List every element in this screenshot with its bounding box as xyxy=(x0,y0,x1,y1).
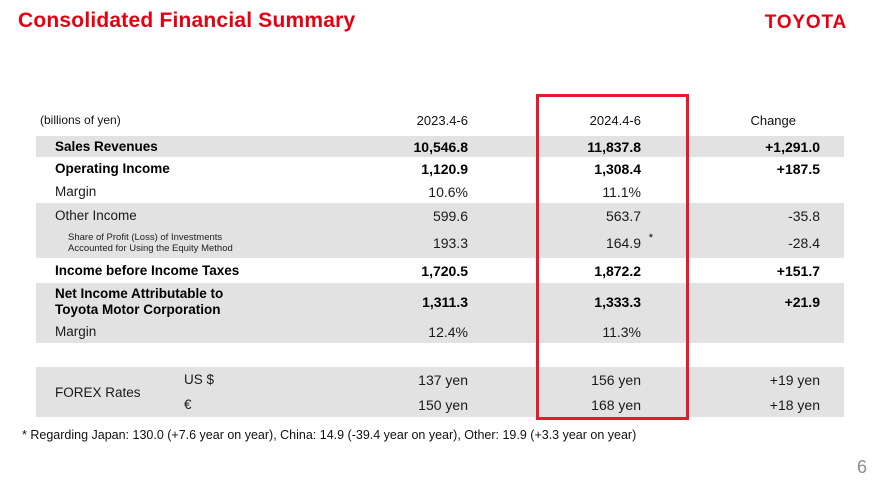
table-row-forex-usd: US $ 137 yen 156 yen +19 yen xyxy=(36,367,844,392)
row-label-line2: Toyota Motor Corporation xyxy=(55,301,221,317)
footnote-text: * Regarding Japan: 130.0 (+7.6 year on y… xyxy=(22,428,637,442)
cell-2024: 1,872.2 xyxy=(594,262,641,279)
cell-2024-value: 164.9 xyxy=(605,235,641,251)
forex-rates-block: FOREX Rates US $ 137 yen 156 yen +19 yen… xyxy=(36,367,844,417)
row-label: Income before Income Taxes xyxy=(55,263,240,278)
table-row-other-income: Other Income 599.6 563.7 -35.8 xyxy=(36,203,844,228)
cell-2024: 563.7 xyxy=(605,207,641,224)
cell-2023: 1,120.9 xyxy=(421,160,468,177)
toyota-logo: TOYOTA xyxy=(764,12,847,33)
table-row-sales-revenues: Sales Revenues 10,546.8 11,837.8 +1,291.… xyxy=(36,136,844,157)
currency-label: US $ xyxy=(184,372,215,387)
row-label: Operating Income xyxy=(55,161,170,176)
unit-label: (billions of yen) xyxy=(40,113,121,127)
table-row-forex-euro: € 150 yen 168 yen +18 yen xyxy=(36,392,844,417)
cell-2024: 11.1% xyxy=(602,183,641,200)
column-header-2024: 2024.4-6 xyxy=(589,112,641,128)
cell-2024: 11.3% xyxy=(602,323,641,340)
column-header-2023: 2023.4-6 xyxy=(416,112,468,128)
table-header-row: (billions of yen) 2023.4-6 2024.4-6 Chan… xyxy=(36,104,844,136)
cell-change: +1,291.0 xyxy=(765,138,820,155)
cell-2023: 137 yen xyxy=(418,371,468,388)
cell-2023: 150 yen xyxy=(418,396,468,413)
cell-2023: 1,720.5 xyxy=(421,262,468,279)
cell-2023: 10,546.8 xyxy=(413,138,469,155)
row-label-line2: Accounted for Using the Equity Method xyxy=(68,243,233,254)
page-title: Consolidated Financial Summary xyxy=(18,9,356,32)
financial-summary-table: (billions of yen) 2023.4-6 2024.4-6 Chan… xyxy=(36,104,844,417)
cell-change: +21.9 xyxy=(784,293,820,310)
footnote-asterisk: * xyxy=(648,232,653,244)
table-row-income-before-taxes: Income before Income Taxes 1,720.5 1,872… xyxy=(36,258,844,283)
cell-2024: 11,837.8 xyxy=(587,138,641,155)
cell-2024: 164.9 * xyxy=(480,232,655,251)
forex-rates-label: FOREX Rates xyxy=(55,384,141,400)
cell-2023: 599.6 xyxy=(432,207,468,224)
row-label: Share of Profit (Loss) of Investments Ac… xyxy=(36,232,330,255)
cell-change: +19 yen xyxy=(769,371,820,388)
cell-2023: 10.6% xyxy=(428,183,468,200)
page-number: 6 xyxy=(856,457,867,477)
table-row-net-margin: Margin 12.4% 11.3% xyxy=(36,320,844,343)
cell-2024: 156 yen xyxy=(591,371,641,388)
cell-2024: 1,333.3 xyxy=(594,293,641,310)
cell-2023: 1,311.3 xyxy=(422,293,468,310)
cell-change: +187.5 xyxy=(776,160,820,177)
row-label: Sales Revenues xyxy=(55,139,158,154)
cell-2024: 1,308.4 xyxy=(594,160,641,177)
row-label: Margin xyxy=(55,324,97,339)
table-row-operating-margin: Margin 10.6% 11.1% xyxy=(36,180,844,203)
cell-change: +151.7 xyxy=(776,262,820,279)
row-label: Other Income xyxy=(55,208,137,223)
cell-2023: 193.3 xyxy=(432,235,468,251)
table-row-equity-method-share: Share of Profit (Loss) of Investments Ac… xyxy=(36,228,844,258)
column-header-change: Change xyxy=(750,112,796,128)
cell-change: -28.4 xyxy=(788,235,820,251)
table-row-net-income: Net Income Attributable to Toyota Motor … xyxy=(36,283,844,320)
table-spacer xyxy=(36,343,844,367)
cell-change: +18 yen xyxy=(769,396,820,413)
row-label-line1: Net Income Attributable to xyxy=(55,285,224,301)
row-label: Net Income Attributable to Toyota Motor … xyxy=(36,286,330,318)
cell-2024: 168 yen xyxy=(591,396,641,413)
cell-2023: 12.4% xyxy=(428,323,468,340)
row-label-line1: Share of Profit (Loss) of Investments xyxy=(68,231,223,243)
row-label: Margin xyxy=(55,184,97,199)
table-row-operating-income: Operating Income 1,120.9 1,308.4 +187.5 xyxy=(36,157,844,180)
cell-change: -35.8 xyxy=(788,207,820,224)
currency-label: € xyxy=(184,397,192,412)
